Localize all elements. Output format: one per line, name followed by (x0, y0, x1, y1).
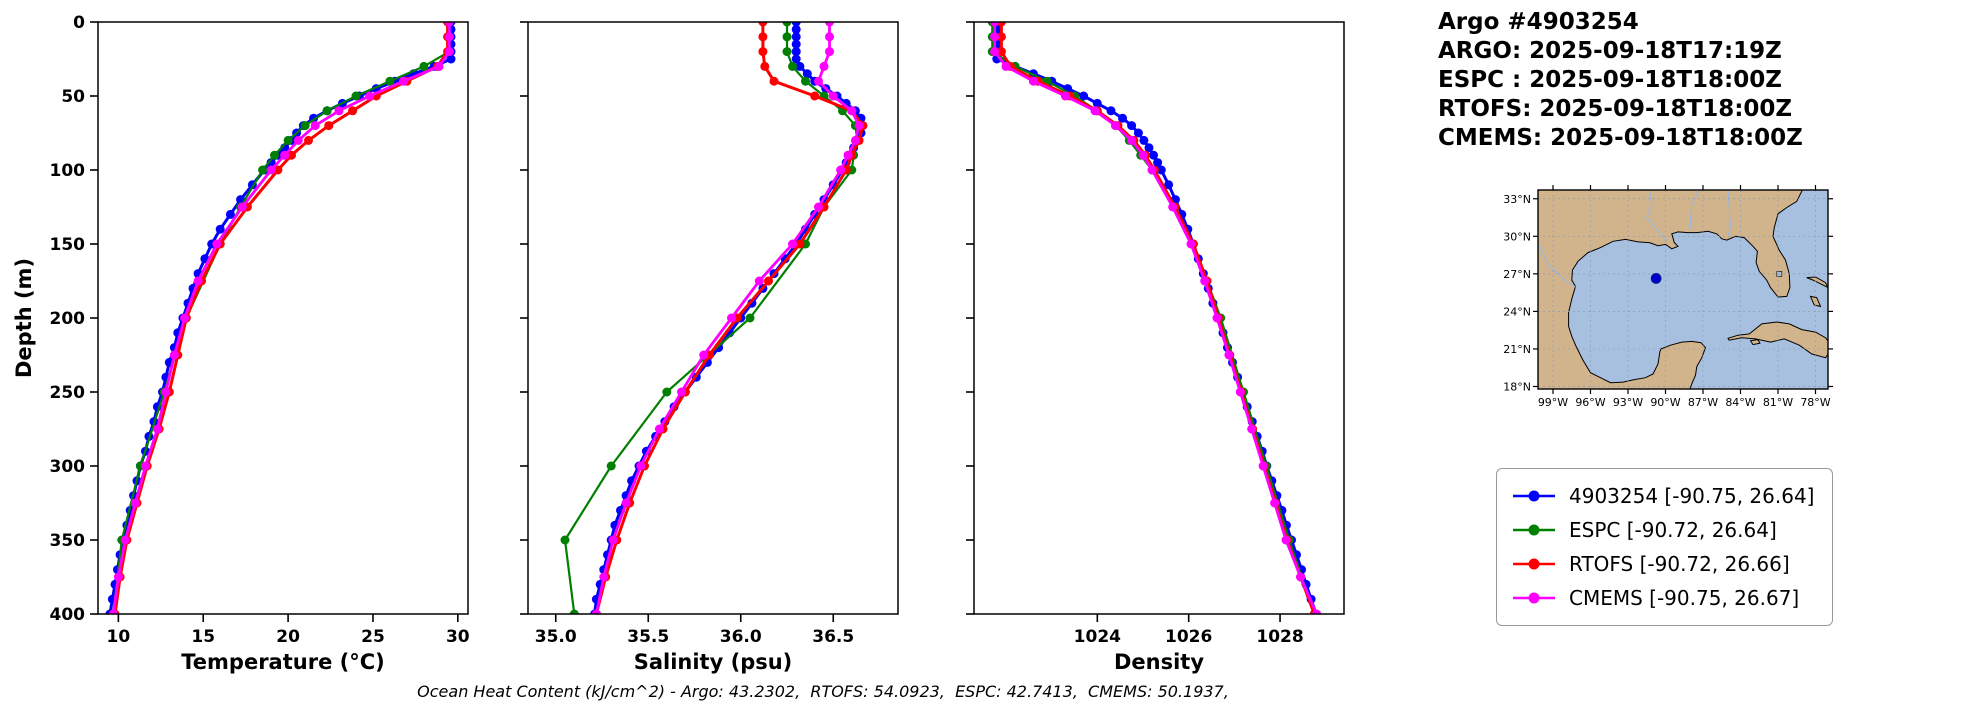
svg-text:1028: 1028 (1256, 627, 1303, 647)
svg-text:350: 350 (50, 531, 86, 551)
temperature-panel: 10 15 20 25 30 0 50 100 150 200 250 300 350 400 Tempe… (26, 0, 476, 674)
svg-text:35.0: 35.0 (535, 627, 577, 647)
svg-text:200: 200 (50, 309, 86, 329)
series-CMEMS (990, 22, 1322, 614)
legend-label: ESPC [-90.72, 26.64] (1569, 518, 1777, 542)
svg-text:30°N: 30°N (1503, 230, 1531, 243)
graticule (1538, 190, 1828, 389)
legend-item-argo: 4903254 [-90.75, 26.64] (1511, 479, 1814, 513)
series-CMEMS (591, 22, 864, 614)
y-axis (520, 21, 528, 615)
y-axis (966, 21, 974, 615)
float-position-marker (1650, 273, 1662, 284)
espc-timestamp: ESPC : 2025-09-18T18:00Z (1438, 67, 1782, 93)
svg-text:78°W: 78°W (1800, 396, 1830, 409)
svg-text:15: 15 (191, 627, 215, 647)
svg-text:90°W: 90°W (1650, 396, 1680, 409)
svg-text:0: 0 (73, 13, 85, 33)
cmems-timestamp: CMEMS: 2025-09-18T18:00Z (1438, 125, 1803, 151)
legend-item-cmems: CMEMS [-90.75, 26.67] (1511, 581, 1814, 615)
svg-text:36.0: 36.0 (720, 627, 762, 647)
argo-timestamp: ARGO: 2025-09-18T17:19Z (1438, 38, 1782, 64)
svg-text:18°N: 18°N (1503, 380, 1531, 393)
salinity-panel: 35.0 35.5 36.0 36.5 Salinity (psu) (512, 0, 906, 674)
svg-text:33°N: 33°N (1503, 193, 1531, 206)
salinity-chart: 35.0 35.5 36.0 36.5 (520, 21, 899, 647)
svg-text:250: 250 (50, 383, 86, 403)
line-marker-icon (1513, 524, 1555, 536)
svg-text:35.5: 35.5 (627, 627, 669, 647)
svg-text:100: 100 (50, 161, 86, 181)
svg-text:21°N: 21°N (1503, 343, 1531, 356)
map-axes: 33°N 30°N 27°N 24°N 21°N 18°N 99°W 96°W 93°W 90°W… (1503, 185, 1833, 409)
svg-text:36.5: 36.5 (812, 627, 854, 647)
y-axis: 0 50 100 150 200 250 300 350 400 (50, 13, 98, 625)
line-marker-icon (1513, 490, 1555, 502)
density-axis-label: Density (1113, 650, 1205, 674)
svg-text:99°W: 99°W (1538, 396, 1568, 409)
line-marker-icon (1513, 592, 1555, 604)
temperature-axis-label: Temperature (°C) (181, 650, 385, 674)
x-axis: 35.0 35.5 36.0 36.5 (535, 614, 854, 647)
line-marker-icon (1513, 558, 1555, 570)
svg-text:87°W: 87°W (1688, 396, 1718, 409)
svg-text:24°N: 24°N (1503, 305, 1531, 318)
svg-text:50: 50 (61, 87, 85, 107)
svg-text:93°W: 93°W (1613, 396, 1643, 409)
svg-text:400: 400 (50, 605, 86, 625)
series-CMEMS (108, 22, 454, 614)
land-masses (1538, 190, 1828, 389)
svg-text:150: 150 (50, 235, 86, 255)
rtofs-timestamp: RTOFS: 2025-09-18T18:00Z (1438, 96, 1793, 122)
salinity-axis-label: Salinity (psu) (633, 650, 793, 674)
svg-text:30: 30 (446, 627, 470, 647)
figure-title: Argo #4903254 (1438, 9, 1639, 35)
svg-text:1024: 1024 (1074, 627, 1121, 647)
x-axis: 10 15 20 25 30 (107, 614, 470, 647)
legend-label: CMEMS [-90.75, 26.67] (1569, 586, 1800, 610)
legend: 4903254 [-90.75, 26.64] ESPC [-90.72, 26… (1496, 468, 1834, 626)
x-axis: 1024 1026 1028 (1074, 614, 1304, 647)
ocean-heat-content-note: Ocean Heat Content (kJ/cm^2) - Argo: 43.… (417, 682, 1229, 701)
svg-text:20: 20 (276, 627, 300, 647)
svg-text:1026: 1026 (1165, 627, 1212, 647)
legend-label: 4903254 [-90.75, 26.64] (1569, 484, 1815, 508)
svg-text:96°W: 96°W (1575, 396, 1605, 409)
svg-text:300: 300 (50, 457, 86, 477)
legend-label: RTOFS [-90.72, 26.66] (1569, 552, 1790, 576)
info-panel: Argo #4903254 ARGO: 2025-09-18T17:19Z ES… (1438, 8, 1958, 626)
svg-text:10: 10 (107, 627, 131, 647)
legend-item-rtofs: RTOFS [-90.72, 26.66] (1511, 547, 1814, 581)
legend-item-espc: ESPC [-90.72, 26.64] (1511, 513, 1814, 547)
svg-text:84°W: 84°W (1725, 396, 1755, 409)
map-svg: 33°N 30°N 27°N 24°N 21°N 18°N 99°W 96°W 93°W 90°W… (1503, 185, 1833, 409)
density-chart: 1024 1026 1028 (966, 21, 1345, 647)
svg-text:81°W: 81°W (1763, 396, 1793, 409)
location-map: 33°N 30°N 27°N 24°N 21°N 18°N 99°W 96°W 93°W 90°W… (1498, 184, 1834, 412)
svg-text:25: 25 (361, 627, 385, 647)
svg-text:27°N: 27°N (1503, 268, 1531, 281)
density-panel: 1024 1026 1028 Density (958, 0, 1352, 674)
title-block: Argo #4903254 ARGO: 2025-09-18T17:19Z ES… (1438, 8, 1958, 153)
